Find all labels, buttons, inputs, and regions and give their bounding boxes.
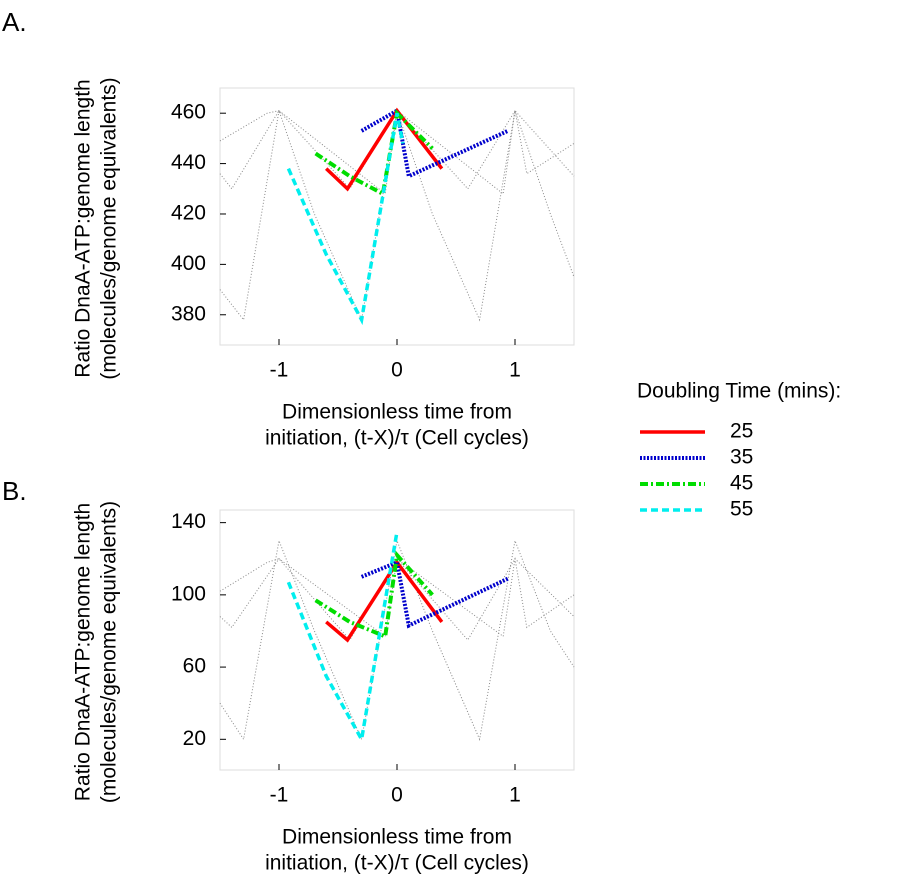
y-tick-label: 380 <box>171 302 206 325</box>
legend-label: 25 <box>730 420 753 443</box>
x-tick-label: 0 <box>391 784 403 807</box>
series-line: 35 <box>360 559 509 629</box>
x-axis-label: Dimensionless time from <box>282 401 512 424</box>
plot-frame <box>219 509 575 771</box>
y-axis-label: Ratio DnaA-ATP:genome length <box>72 79 95 377</box>
y-tick-label: 140 <box>171 510 206 533</box>
series-line: 25 <box>324 107 444 192</box>
y-axis-label: Ratio DnaA-ATP:genome length <box>72 503 95 801</box>
y-tick-label: 420 <box>171 202 206 225</box>
x-axis-label: initiation, (t-X)/τ (Cell cycles) <box>265 427 529 450</box>
panel-label: B. <box>2 476 27 506</box>
x-axis-label: initiation, (t-X)/τ (Cell cycles) <box>265 852 529 875</box>
y-tick-label: 20 <box>183 727 206 750</box>
x-tick-label: -1 <box>270 359 289 382</box>
series-line: 35 <box>360 107 509 180</box>
y-axis-label: (molecules/genome equivalents) <box>98 501 121 803</box>
background-line <box>219 538 575 742</box>
y-axis-label: (molecules/genome equivalents) <box>98 77 121 379</box>
y-tick-label: 400 <box>171 252 206 275</box>
legend-title: Doubling Time (mins): <box>637 380 841 403</box>
y-tick-label: 60 <box>183 655 206 678</box>
plot-frame <box>219 87 575 346</box>
series-line: 55 <box>286 112 405 326</box>
y-tick-label: 460 <box>171 101 206 124</box>
series-line: 55 <box>286 531 399 745</box>
series-line: 45 <box>314 550 434 640</box>
x-tick-label: 1 <box>509 359 521 382</box>
x-tick-label: 0 <box>391 359 403 382</box>
series-line: 45 <box>314 109 434 197</box>
legend-label: 45 <box>730 472 753 495</box>
background-line <box>219 109 575 195</box>
panel-label: A. <box>2 7 27 37</box>
x-tick-label: -1 <box>270 784 289 807</box>
series-line: 25 <box>325 559 444 643</box>
x-axis-label: Dimensionless time from <box>282 826 512 849</box>
x-tick-label: 1 <box>509 784 521 807</box>
y-tick-label: 100 <box>171 582 206 605</box>
legend-label: 35 <box>730 446 753 469</box>
legend-label: 55 <box>730 498 753 521</box>
y-tick-label: 440 <box>171 151 206 174</box>
